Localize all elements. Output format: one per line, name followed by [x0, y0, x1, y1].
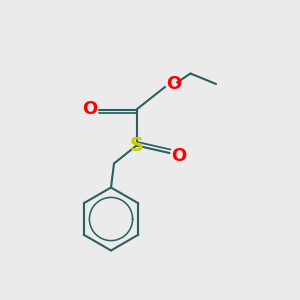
Text: S: S — [130, 136, 143, 155]
Text: O: O — [171, 147, 186, 165]
Text: O: O — [82, 100, 97, 118]
Text: O: O — [166, 75, 181, 93]
